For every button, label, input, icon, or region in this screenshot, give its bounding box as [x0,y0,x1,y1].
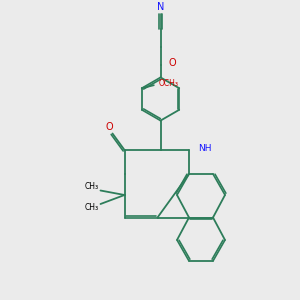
Text: N: N [157,2,164,13]
Text: OCH₃: OCH₃ [158,79,178,88]
Text: O: O [169,58,176,68]
Text: CH₃: CH₃ [85,182,99,191]
Text: NH: NH [198,144,211,153]
Text: CH₃: CH₃ [85,202,99,211]
Text: O: O [106,122,113,132]
